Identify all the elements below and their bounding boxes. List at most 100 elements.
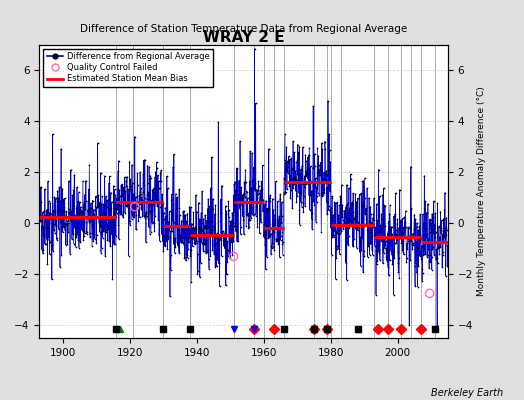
Point xyxy=(50,194,59,200)
Point xyxy=(374,240,383,246)
Point xyxy=(97,250,105,256)
Point xyxy=(57,252,66,258)
Point xyxy=(254,188,263,194)
Point xyxy=(338,207,346,213)
Point xyxy=(302,170,311,177)
Point xyxy=(340,222,348,228)
Point xyxy=(222,211,230,217)
Point xyxy=(322,199,331,205)
Point xyxy=(223,239,232,245)
Point xyxy=(94,196,103,202)
Point xyxy=(140,182,148,188)
Point xyxy=(147,229,155,235)
Point xyxy=(170,237,179,244)
Point xyxy=(198,240,206,246)
Point xyxy=(314,152,323,159)
Point xyxy=(299,208,308,215)
Point xyxy=(230,202,238,208)
Point xyxy=(77,208,85,214)
Point xyxy=(253,186,261,193)
Point xyxy=(384,230,392,236)
Point xyxy=(403,238,412,244)
Point xyxy=(220,242,228,248)
Point xyxy=(175,249,183,256)
Point xyxy=(339,202,347,208)
Point xyxy=(36,218,45,224)
Point xyxy=(339,217,347,223)
Point xyxy=(245,224,253,231)
Point xyxy=(351,213,359,220)
Point xyxy=(235,177,243,184)
Point xyxy=(361,195,369,201)
Point xyxy=(192,208,201,215)
Point xyxy=(168,227,176,234)
Point xyxy=(411,283,419,289)
Point xyxy=(385,227,394,233)
Point xyxy=(267,230,275,237)
Point xyxy=(428,254,436,260)
Point xyxy=(322,177,330,183)
Point xyxy=(379,260,387,267)
Point xyxy=(298,204,306,210)
Point xyxy=(112,194,121,201)
Point xyxy=(67,217,75,224)
Point xyxy=(439,249,447,256)
Point xyxy=(230,222,238,229)
Point xyxy=(166,208,174,214)
Point xyxy=(280,156,289,163)
Point xyxy=(91,203,100,209)
Point xyxy=(371,233,379,240)
Point xyxy=(126,183,135,190)
Point xyxy=(433,259,441,266)
Point xyxy=(273,237,281,244)
Point xyxy=(396,232,405,239)
Point xyxy=(156,204,164,210)
Point xyxy=(194,238,202,245)
Point xyxy=(136,191,145,197)
Point xyxy=(89,197,97,204)
Point xyxy=(419,211,427,218)
Point xyxy=(276,191,285,197)
Point xyxy=(352,203,361,209)
Point xyxy=(312,218,320,225)
Point xyxy=(122,202,130,209)
Point xyxy=(189,230,197,236)
Point xyxy=(134,218,143,224)
Point xyxy=(37,184,45,190)
Point xyxy=(261,242,269,249)
Point xyxy=(251,186,259,193)
Point xyxy=(247,210,256,216)
Point xyxy=(208,218,216,224)
Point xyxy=(173,194,181,200)
Point xyxy=(111,214,119,220)
Point xyxy=(170,219,178,225)
Point xyxy=(133,202,141,209)
Point xyxy=(297,190,305,196)
Point xyxy=(285,157,293,163)
Point xyxy=(431,230,440,236)
Point xyxy=(303,154,312,160)
Point xyxy=(145,163,153,170)
Point xyxy=(246,148,254,154)
Point xyxy=(256,187,265,193)
Point xyxy=(255,200,264,206)
Point xyxy=(49,131,57,137)
Point xyxy=(297,175,305,181)
Point xyxy=(266,197,274,204)
Point xyxy=(48,194,57,200)
Point xyxy=(221,230,229,236)
Point xyxy=(297,199,305,205)
Point xyxy=(66,214,74,221)
Point xyxy=(401,208,410,214)
Point xyxy=(225,242,234,248)
Point xyxy=(290,174,299,180)
Point xyxy=(397,240,406,246)
Point xyxy=(298,162,306,169)
Point xyxy=(51,195,60,202)
Point xyxy=(245,178,254,185)
Point xyxy=(223,238,231,244)
Point xyxy=(301,152,310,158)
Point xyxy=(146,172,155,179)
Point xyxy=(422,234,430,240)
Point xyxy=(340,223,348,229)
